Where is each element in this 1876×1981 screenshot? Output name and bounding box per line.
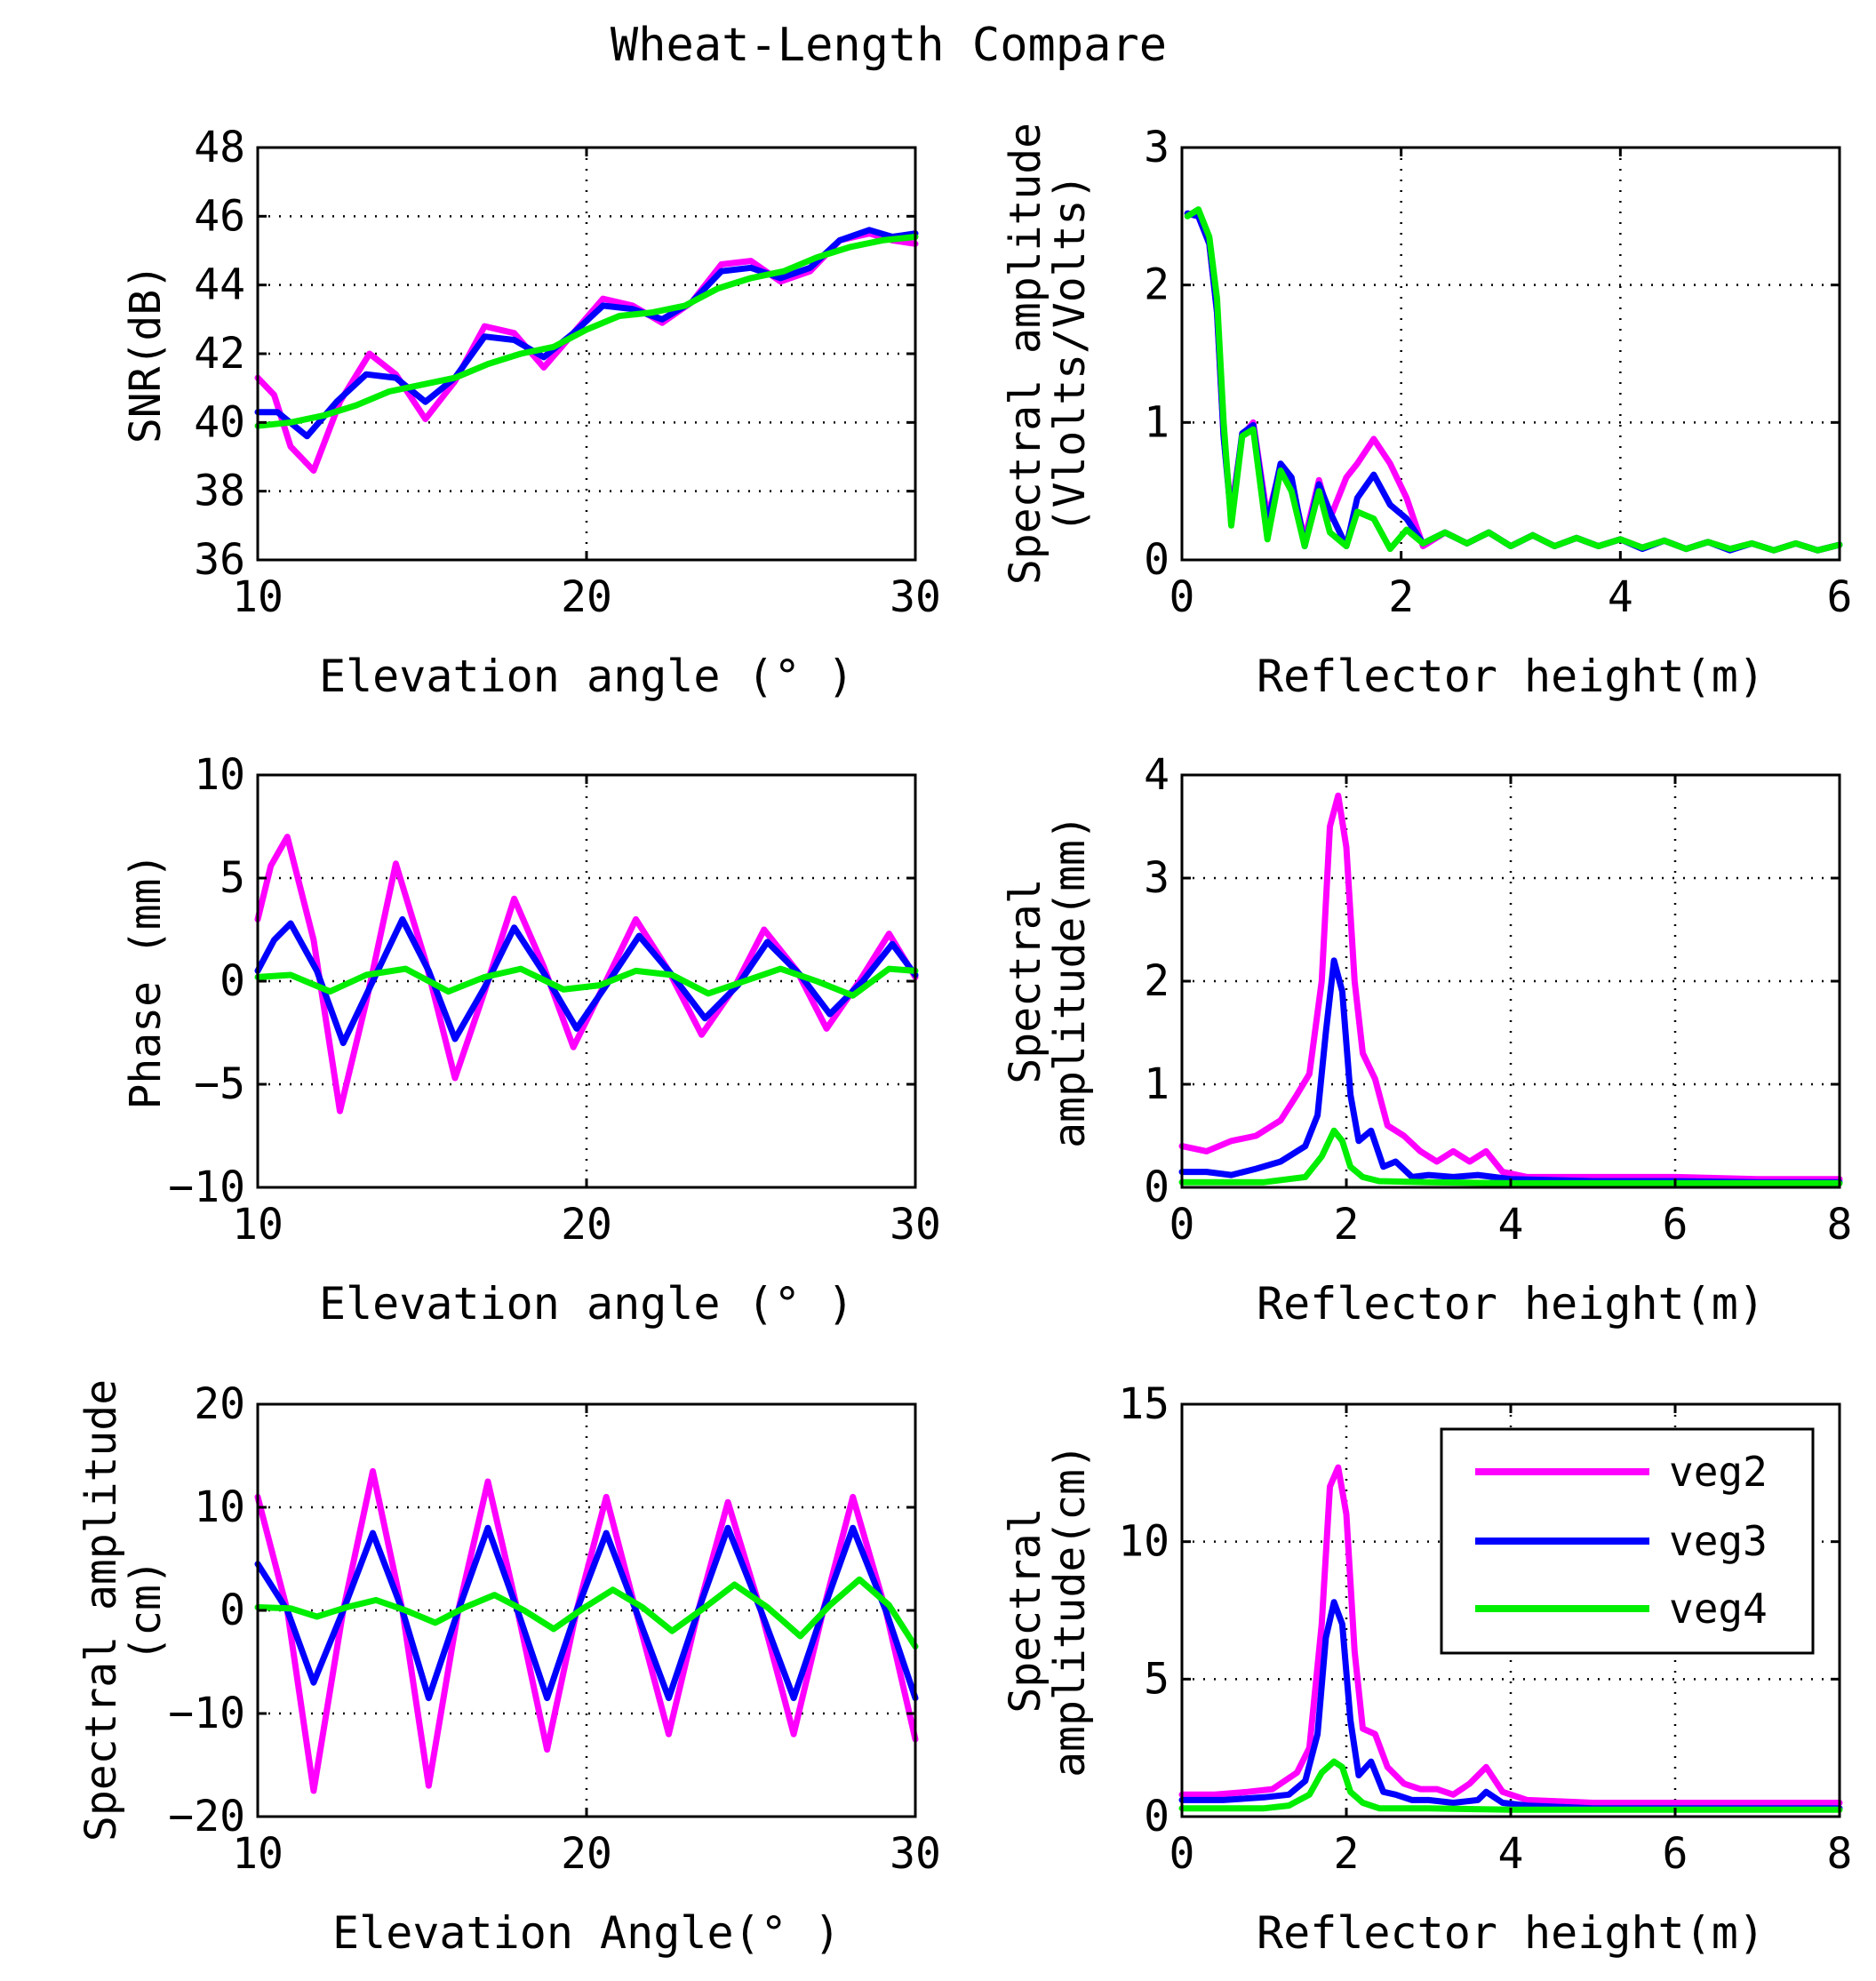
series-line-veg4	[1178, 1127, 1843, 1186]
panel-amplitude: 10 20 30 −20 −10 0 10 20 Elevation Angle(° ) Spec…	[76, 1379, 941, 1959]
y-tick-label: 10	[1118, 1517, 1170, 1567]
x-tick-label: 6	[1663, 1829, 1688, 1879]
x-tick-label: 20	[561, 1200, 612, 1250]
plot-area	[258, 148, 915, 560]
panel-spectral-phase: 0 2 4 6 8 0 1 2 3 4 Reflector height(m) Spectralamp…	[1001, 750, 1852, 1330]
y-tick-label: 0	[1144, 535, 1170, 585]
y-tick-label: 0	[1144, 1792, 1170, 1841]
y-tick-label: 3	[1144, 853, 1170, 903]
y-tick-label: −10	[168, 1162, 245, 1212]
x-tick-label: 30	[890, 1829, 941, 1879]
x-axis-label: Reflector height(m)	[1257, 1907, 1765, 1959]
x-axis-label: Reflector height(m)	[1257, 1278, 1765, 1330]
x-tick-label: 4	[1608, 572, 1633, 622]
y-tick-label: 0	[220, 956, 245, 1006]
x-tick-label: 10	[232, 1200, 283, 1250]
y-tick-label: 48	[194, 123, 245, 172]
series-line-veg3	[1178, 1599, 1843, 1812]
y-tick-label: 38	[194, 467, 245, 516]
y-tick-label: −20	[168, 1792, 245, 1841]
series-line-veg3	[254, 915, 919, 1047]
x-tick-label: 8	[1827, 1200, 1853, 1250]
y-axis-label: (Vlolts/Volts)	[1045, 174, 1095, 534]
series-line-veg4	[1184, 206, 1843, 554]
panel-snr: 10 20 30 36 38 40 42 44 46 48 Elevation angle (° )…	[121, 123, 941, 702]
y-axis-label: Spectral amplitude	[1001, 123, 1050, 585]
x-tick-label: 10	[232, 572, 283, 622]
figure-title: Wheat-Length Compare	[611, 19, 1167, 72]
series-line-veg2	[1178, 792, 1843, 1183]
x-tick-label: 0	[1170, 572, 1195, 622]
y-tick-label: 1	[1144, 1059, 1170, 1109]
y-tick-label: 10	[194, 750, 245, 800]
y-tick-label: 0	[1144, 1162, 1170, 1212]
y-axis-label: Spectral	[1001, 878, 1050, 1083]
plot-area	[258, 1404, 915, 1817]
x-tick-label: 4	[1498, 1200, 1524, 1250]
x-tick-label: 8	[1827, 1829, 1853, 1879]
series-line-veg2	[1178, 1464, 1843, 1806]
x-tick-label: 2	[1334, 1200, 1360, 1250]
legend-label-veg2: veg2	[1669, 1448, 1768, 1496]
x-tick-label: 10	[232, 1829, 283, 1879]
x-tick-label: 0	[1170, 1200, 1195, 1250]
y-tick-label: −5	[194, 1059, 245, 1109]
y-axis-label: Phase (mm)	[121, 853, 171, 1110]
x-tick-label: 2	[1334, 1829, 1360, 1879]
y-tick-label: 15	[1118, 1379, 1170, 1429]
series-line-veg4	[254, 965, 919, 999]
plot-area	[1182, 775, 1840, 1187]
y-tick-label: 42	[194, 329, 245, 379]
legend-label-veg4: veg4	[1669, 1585, 1768, 1633]
x-tick-label: 6	[1663, 1200, 1688, 1250]
y-tick-label: 1	[1144, 397, 1170, 447]
x-tick-label: 30	[890, 1200, 941, 1250]
x-tick-label: 30	[890, 572, 941, 622]
y-axis-label: SNR(dB)	[121, 264, 171, 443]
series-line-veg4	[254, 234, 919, 429]
y-axis-label: amplitude(mm)	[1045, 814, 1095, 1148]
x-tick-label: 0	[1170, 1829, 1195, 1879]
series-line-veg3	[254, 227, 919, 440]
panel-spectral-snr: 0 2 4 6 0 1 2 3 Reflector height(m) Spectral ampl…	[1001, 123, 1852, 702]
axes-frame	[1180, 146, 1841, 562]
y-tick-label: −10	[168, 1689, 245, 1738]
y-tick-label: 44	[194, 260, 245, 310]
x-axis-label: Reflector height(m)	[1257, 651, 1765, 702]
y-tick-label: 36	[194, 535, 245, 585]
x-tick-label: 4	[1498, 1829, 1524, 1879]
series-line-veg3	[1178, 957, 1843, 1186]
x-axis-label: Elevation angle (° )	[319, 1278, 854, 1330]
x-tick-label: 20	[561, 1829, 612, 1879]
y-tick-label: 2	[1144, 956, 1170, 1006]
y-tick-label: 40	[194, 397, 245, 447]
y-axis-label: (cm)	[121, 1559, 171, 1662]
series-line-veg4	[254, 1576, 919, 1650]
y-tick-label: 46	[194, 191, 245, 241]
x-tick-label: 20	[561, 572, 612, 622]
y-axis-label: Spectral amplitude	[76, 1379, 126, 1841]
y-tick-label: 5	[1144, 1654, 1170, 1704]
panel-phase: 10 20 30 −10 −5 0 5 10 Elevation angle (° ) Phase…	[121, 750, 941, 1330]
y-tick-label: 10	[194, 1482, 245, 1532]
y-tick-label: 5	[220, 853, 245, 903]
legend-label-veg3: veg3	[1669, 1517, 1768, 1565]
plot-area	[1182, 148, 1840, 560]
x-axis-label: Elevation Angle(° )	[332, 1907, 841, 1959]
y-tick-label: 3	[1144, 123, 1170, 172]
series-line-veg4	[1178, 1758, 1843, 1813]
legend: veg2 veg3 veg4	[1440, 1427, 1815, 1655]
y-axis-label: amplitude(cm)	[1045, 1443, 1095, 1777]
x-tick-label: 6	[1827, 572, 1853, 622]
y-axis-label: Spectral	[1001, 1507, 1050, 1713]
y-tick-label: 4	[1144, 750, 1170, 800]
y-tick-label: 0	[220, 1586, 245, 1635]
x-tick-label: 2	[1388, 572, 1414, 622]
x-axis-label: Elevation angle (° )	[319, 651, 854, 702]
y-tick-label: 2	[1144, 260, 1170, 310]
y-tick-label: 20	[194, 1379, 245, 1429]
